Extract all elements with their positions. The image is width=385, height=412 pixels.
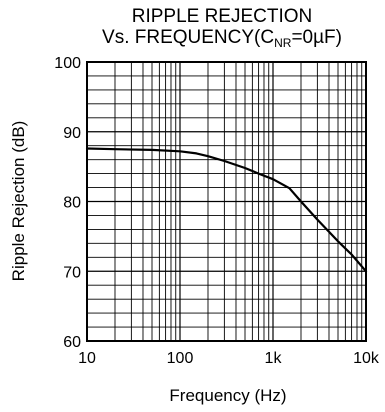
y-tick-label: 80 xyxy=(63,195,81,212)
y-tick-label: 100 xyxy=(54,55,81,72)
y-tick-label: 90 xyxy=(63,125,81,142)
x-tick-label: 10 xyxy=(78,350,96,367)
chart-subtitle-subscript: NR xyxy=(274,36,292,50)
chart-subtitle-prefix: Vs. FREQUENCY(C xyxy=(102,27,274,48)
chart-subtitle: Vs. FREQUENCY(CNR=0µF) xyxy=(102,27,342,50)
x-tick-label: 1k xyxy=(265,350,283,367)
y-axis-ticks: 60 70 80 90 100 xyxy=(54,55,81,351)
x-axis-ticks: 10 100 1k 10k xyxy=(78,350,380,367)
series-group xyxy=(85,147,368,273)
chart-subtitle-suffix: =0µF) xyxy=(291,27,342,48)
chart-title: RIPPLE REJECTION xyxy=(132,6,313,27)
y-tick-label: 60 xyxy=(63,334,81,351)
plot-frame xyxy=(86,61,367,342)
ripple-rejection-series-line xyxy=(85,147,368,273)
y-axis-label: Ripple Rejection (dB) xyxy=(9,121,28,282)
grid xyxy=(87,62,366,341)
x-tick-label: 10k xyxy=(353,350,380,367)
x-axis-label: Frequency (Hz) xyxy=(169,386,286,405)
y-tick-label: 70 xyxy=(63,264,81,281)
x-tick-label: 100 xyxy=(167,350,194,367)
